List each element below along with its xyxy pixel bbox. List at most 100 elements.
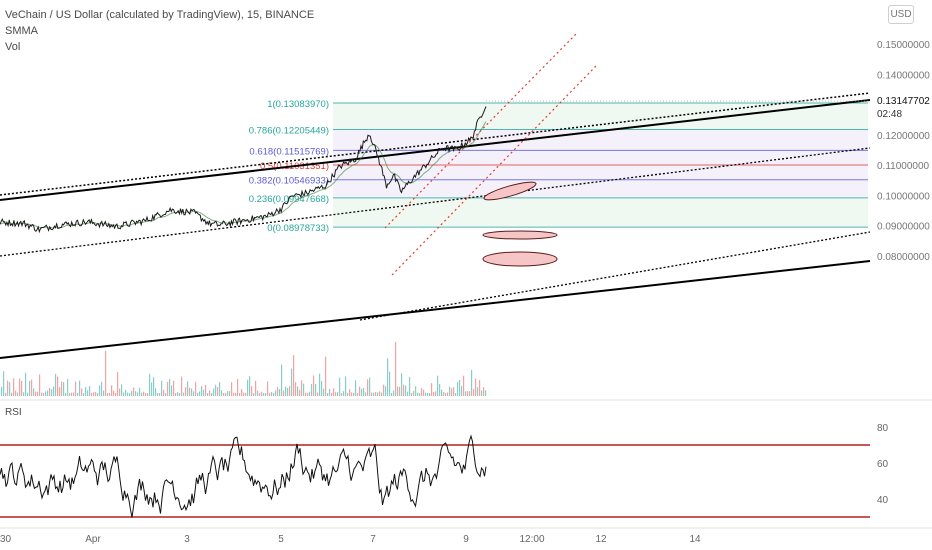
volume-bar [233,392,235,396]
volume-bar [59,387,61,396]
volume-bar [147,392,149,396]
volume-bar [381,392,383,396]
volume-bar [5,392,7,396]
rsi-pane: RSI 80 60 40 [0,399,932,518]
time-axis[interactable]: 30 Apr 3 5 7 9 12:00 12 14 [0,527,932,545]
volume-bar [255,380,257,396]
volume-bar [37,391,39,396]
volume-bar [131,390,133,396]
fib-zone [333,129,868,151]
volume-bar [301,380,303,396]
currency-button[interactable]: USD [888,5,914,24]
volume-bar [67,378,69,396]
volume-bar [229,391,231,396]
volume-bar [47,390,49,396]
volume-bar [217,387,219,396]
volume-bar [391,392,393,396]
volume-bar [477,387,479,396]
volume-bar [101,381,103,396]
rsi-axis-label: 40 [877,495,889,506]
volume-bar [333,388,335,396]
volume-bar [81,388,83,396]
volume-bar [311,384,313,396]
volume-bar [231,382,233,396]
volume-bar [163,389,165,396]
volume-bar [457,381,459,396]
price-axis-label: 0.14000000 [877,70,930,81]
volume-bar [345,376,347,396]
volume-bar [289,386,291,396]
volume-bar [425,392,427,396]
volume-bar [313,375,315,396]
volume-bar [151,382,153,396]
fib-zone [333,165,868,180]
volume-bar [97,392,99,396]
volume-bar [415,386,417,396]
fib-level-label: 1(0.13083970) [267,99,329,110]
volume-bar [135,391,137,396]
volume-bar [471,369,473,396]
volume-bar [389,371,391,396]
volume-bar [27,392,29,396]
volume-bar [331,393,333,396]
volume-bar [141,392,143,396]
volume-bar [321,380,323,396]
indicator-vol-label[interactable]: Vol [5,41,21,53]
volume-bar [473,389,475,396]
volume-bar [179,392,181,396]
volume-bar [459,379,461,396]
volume-bar [343,391,345,396]
volume-bar [409,377,411,396]
volume-bar [189,387,191,396]
fibonacci-retracement[interactable]: 1(0.13083970) 0.786(0.12205449) 0.618(0.11… [249,99,868,234]
fib-level-label: 0.618(0.11515769) [249,146,329,157]
volume-bar [401,373,403,396]
volume-bar [279,389,281,396]
volume-bar [219,381,221,396]
volume-bar [125,389,127,396]
volume-bar [275,390,277,396]
volume-bar [363,387,365,396]
current-price-label: 0.13147702 [877,96,930,107]
volume-bar [265,392,267,396]
volume-bar [285,386,287,396]
volume-bar [13,378,15,396]
volume-bar [441,389,443,396]
trend-lines[interactable] [0,32,871,359]
volume-bar [137,392,139,396]
volume-bar [207,392,209,396]
volume-bar [3,371,5,396]
volume-bar [215,384,217,396]
volume-bar [475,378,477,396]
volume-bar [261,391,263,396]
volume-bar [211,392,213,396]
indicator-smma-label[interactable]: SMMA [5,25,38,37]
volume-bar [309,391,311,396]
price-axis[interactable]: 0.15000000 0.14000000 0.12000000 0.11000000… [877,40,930,263]
volume-bar [43,393,45,396]
volume-bar [19,378,21,396]
volume-bar [65,392,67,396]
volume-bar [63,382,65,396]
volume-bar [303,383,305,396]
volume-bar [161,380,163,396]
volume-bar [483,387,485,396]
time-axis-label: 14 [689,534,701,545]
volume-bar [271,392,273,396]
time-axis-label: 5 [278,534,284,545]
volume-bar [439,384,441,396]
fib-zone [333,179,868,198]
volume-bars [1,342,487,396]
time-axis-label: 7 [370,534,376,545]
upper-channel-line [0,99,871,201]
volume-bar [299,389,301,396]
volume-bar [139,387,141,396]
volume-bar [377,392,379,396]
volume-bar [351,392,353,396]
volume-bar [355,380,357,396]
volume-bar [45,391,47,396]
volume-bar [485,390,487,396]
volume-bar [113,390,115,396]
volume-bar [259,392,261,396]
